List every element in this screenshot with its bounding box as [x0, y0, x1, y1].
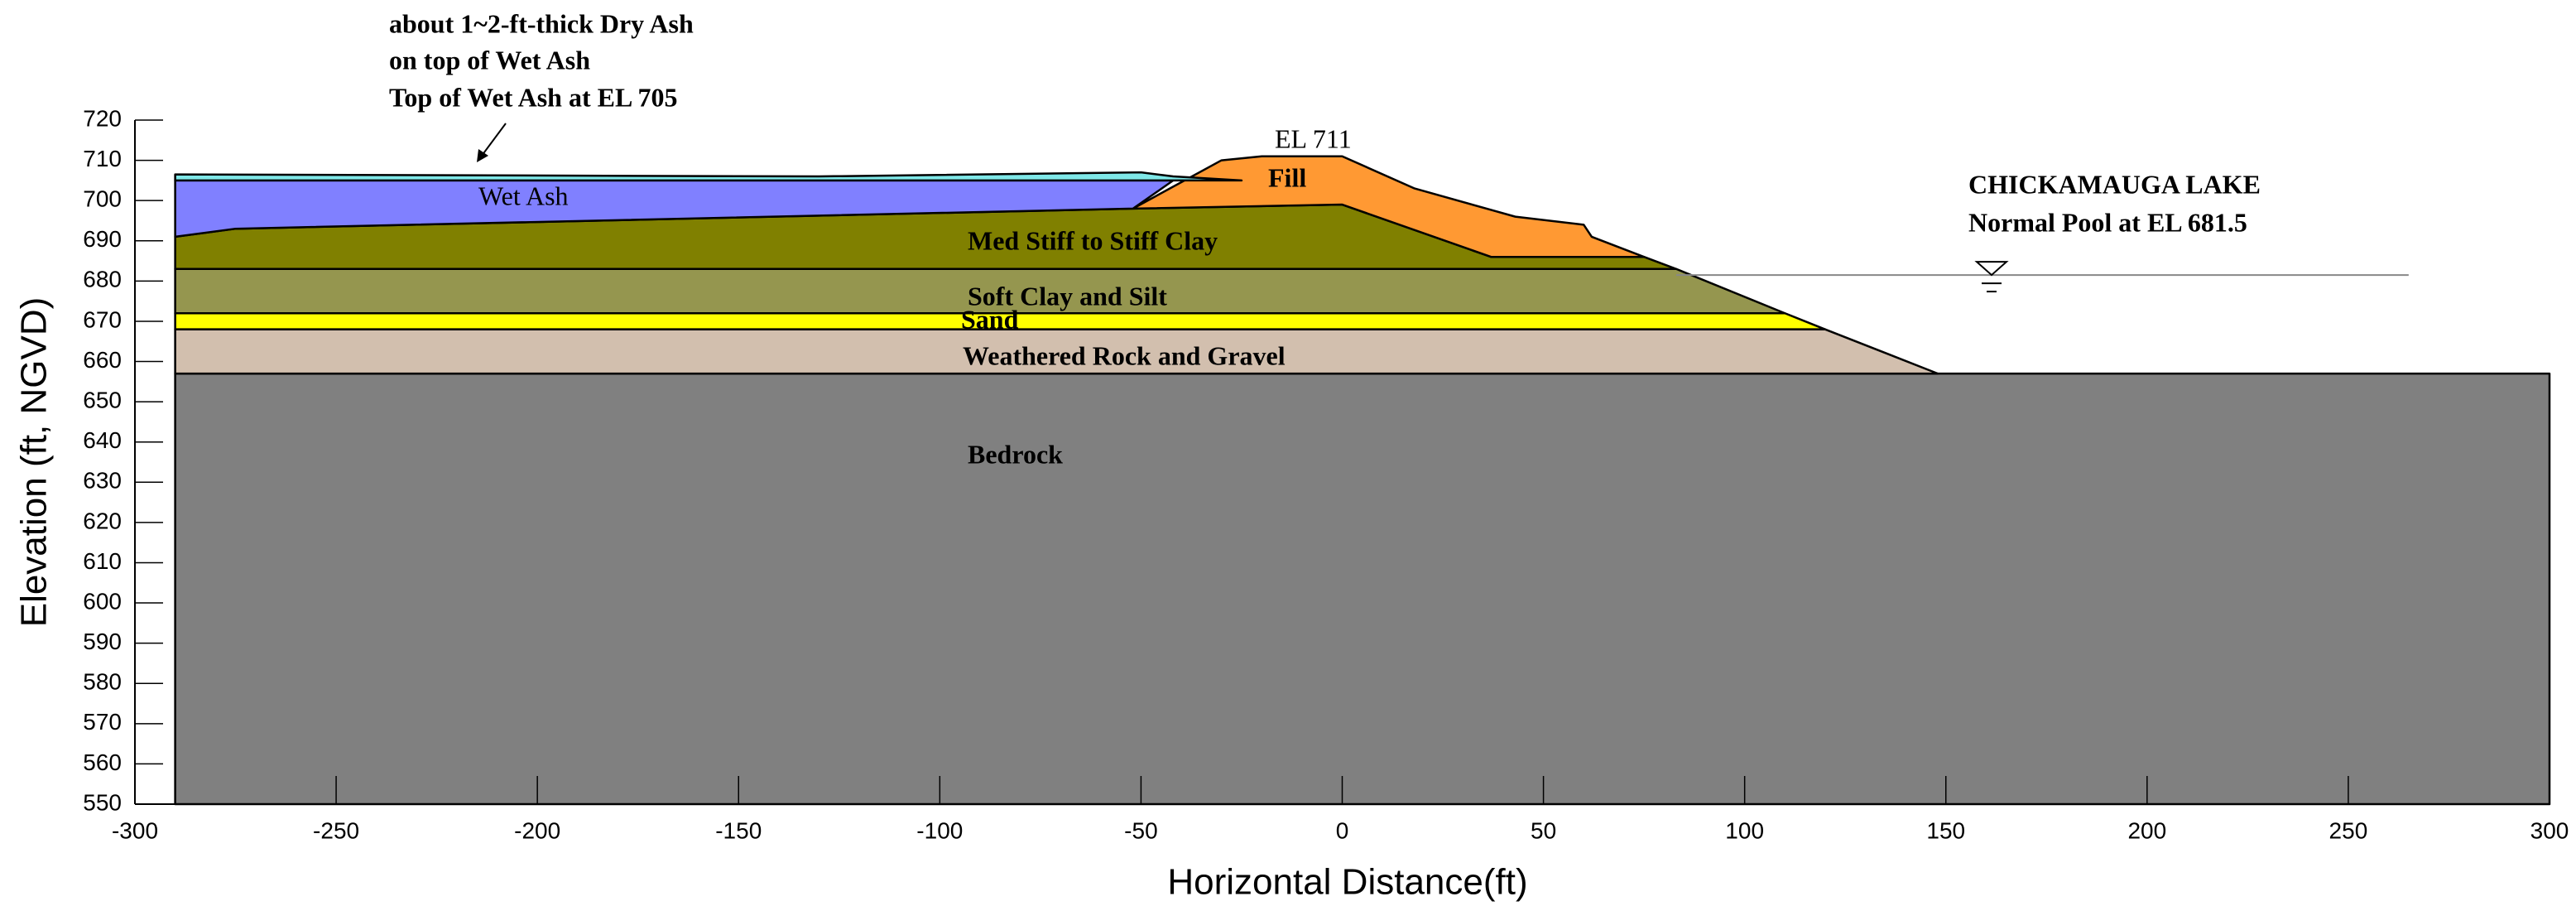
annotation-line: on top of Wet Ash	[389, 45, 590, 75]
annotation-line: about 1~2-ft-thick Dry Ash	[389, 8, 694, 38]
x-tick-label: -300	[112, 817, 158, 843]
y-tick-label: 660	[83, 347, 122, 373]
x-tick-label: -50	[1124, 817, 1157, 843]
y-tick-label: 590	[83, 629, 122, 654]
lake-label: CHICKAMAUGA LAKE	[1968, 169, 2261, 199]
y-tick-label: 580	[83, 669, 122, 695]
chart: about 1~2-ft-thick Dry Ash on top of Wet…	[0, 0, 2576, 906]
page: {"chart_data": { "type": "section", "xla…	[0, 0, 2576, 906]
y-tick-label: 650	[83, 388, 122, 413]
y-tick-label: 680	[83, 267, 122, 292]
y-tick-label: 710	[83, 146, 122, 171]
soil-layer	[175, 373, 2550, 804]
layers	[175, 157, 2550, 804]
arrow-shaft	[482, 123, 506, 156]
y-tick-label: 670	[83, 306, 122, 332]
layer-label: Med Stiff to Stiff Clay	[968, 225, 1218, 255]
x-tick-label: 200	[2127, 817, 2166, 843]
water-symbol	[1977, 262, 2006, 275]
layer-label: Fill	[1268, 162, 1306, 192]
y-tick-label: 560	[83, 749, 122, 775]
x-tick-label: 250	[2329, 817, 2368, 843]
x-tick-label: -200	[514, 817, 560, 843]
crest-label: EL 711	[1275, 123, 1352, 153]
y-tick-label: 600	[83, 588, 122, 614]
x-axis-title: Horizontal Distance(ft)	[1167, 862, 1527, 903]
layer-label: Soft Clay and Silt	[968, 281, 1167, 311]
x-tick-label: -100	[916, 817, 963, 843]
layer-label: Bedrock	[968, 439, 1063, 469]
x-tick-label: -250	[313, 817, 359, 843]
arrow-head	[477, 149, 488, 162]
y-tick-label: 700	[83, 186, 122, 212]
x-tick-label: 100	[1725, 817, 1764, 843]
y-tick-label: 550	[83, 789, 122, 815]
y-tick-label: 610	[83, 548, 122, 574]
x-tick-label: 300	[2530, 817, 2569, 843]
y-axis-title: Elevation (ft, NGVD)	[14, 297, 55, 628]
layer-label: Weathered Rock and Gravel	[963, 340, 1286, 370]
annotation-line: Top of Wet Ash at EL 705	[389, 82, 678, 112]
y-tick-label: 690	[83, 226, 122, 252]
soil-layer	[175, 172, 1242, 181]
y-tick-label: 720	[83, 105, 122, 131]
x-tick-label: 0	[1336, 817, 1349, 843]
y-tick-label: 640	[83, 427, 122, 453]
y-tick-label: 630	[83, 468, 122, 494]
x-tick-label: 50	[1531, 817, 1556, 843]
lake-label: Normal Pool at EL 681.5	[1968, 207, 2247, 237]
y-tick-label: 570	[83, 709, 122, 735]
y-tick-label: 620	[83, 508, 122, 533]
layer-label: Wet Ash	[478, 181, 569, 210]
x-tick-label: 150	[1926, 817, 1965, 843]
x-tick-label: -150	[715, 817, 762, 843]
